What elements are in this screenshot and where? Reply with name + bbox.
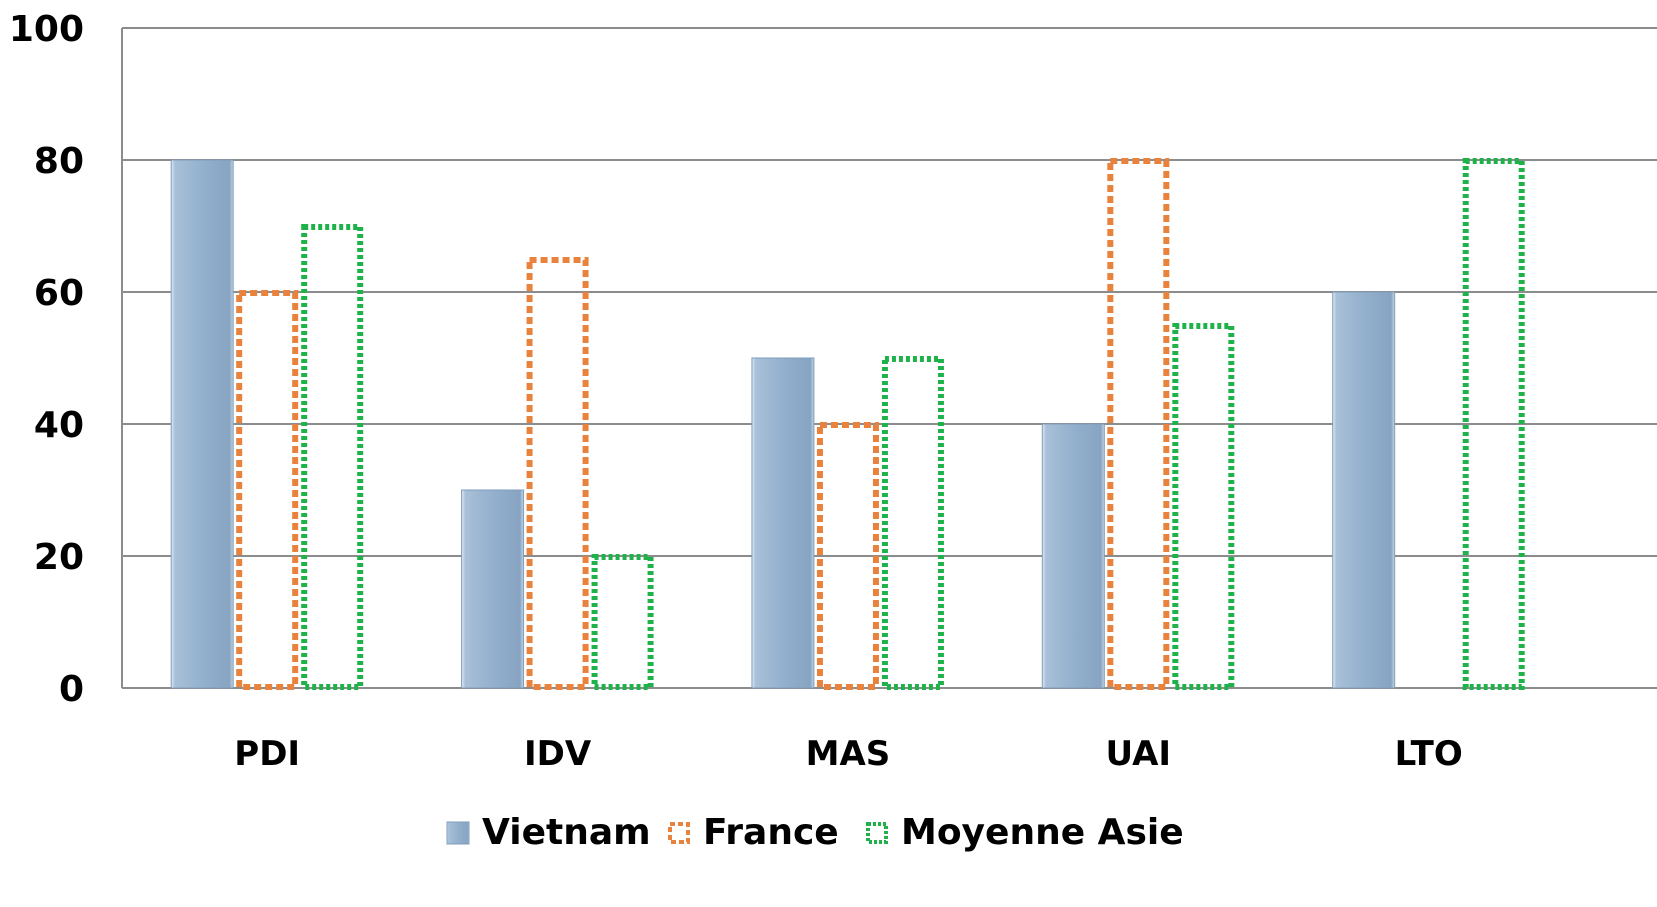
bar-moyenne-asie-mas	[881, 356, 944, 690]
bars	[170, 158, 1525, 690]
bar-vietnam-pdi	[170, 159, 234, 689]
legend-swatch-vietnam	[446, 821, 470, 845]
x-tick-label: LTO	[1395, 734, 1463, 774]
y-tick-labels: 0 20 40 60 80 100	[9, 9, 84, 710]
x-tick-label: MAS	[806, 734, 891, 774]
bar-france-idv	[526, 257, 589, 690]
legend-label: Moyenne Asie	[901, 812, 1184, 853]
legend-label: France	[703, 812, 839, 853]
y-tick-label: 100	[9, 9, 84, 50]
bar-vietnam-lto	[1332, 291, 1396, 689]
bar-moyenne-asie-lto	[1462, 158, 1525, 690]
axes	[121, 28, 1657, 689]
y-tick-label: 40	[34, 405, 84, 446]
x-tick-labels: PDI IDV MAS UAI LTO	[234, 734, 1462, 774]
x-tick-label: IDV	[524, 734, 592, 774]
bar-moyenne-asie-uai	[1172, 323, 1235, 690]
y-tick-label: 80	[34, 141, 84, 182]
bar-vietnam-uai	[1041, 423, 1105, 689]
legend-swatch-moyenne-asie	[866, 822, 888, 844]
bar-moyenne-asie-pdi	[301, 224, 364, 690]
bar-france-pdi	[236, 290, 299, 690]
y-tick-label: 20	[34, 537, 84, 578]
bar-france-mas	[816, 422, 879, 690]
y-tick-label: 0	[59, 669, 84, 710]
bar-vietnam-idv	[461, 489, 525, 689]
grid-lines	[122, 27, 1657, 557]
bar-vietnam-mas	[751, 357, 815, 689]
legend-label: Vietnam	[482, 812, 651, 853]
x-tick-label: PDI	[234, 734, 300, 774]
legend-swatch-france	[668, 822, 690, 844]
bar-moyenne-asie-idv	[591, 554, 654, 690]
x-tick-label: UAI	[1106, 734, 1172, 774]
bar-france-uai	[1107, 158, 1170, 690]
legend: Vietnam France Moyenne Asie	[446, 812, 1184, 853]
y-tick-label: 60	[34, 273, 84, 314]
